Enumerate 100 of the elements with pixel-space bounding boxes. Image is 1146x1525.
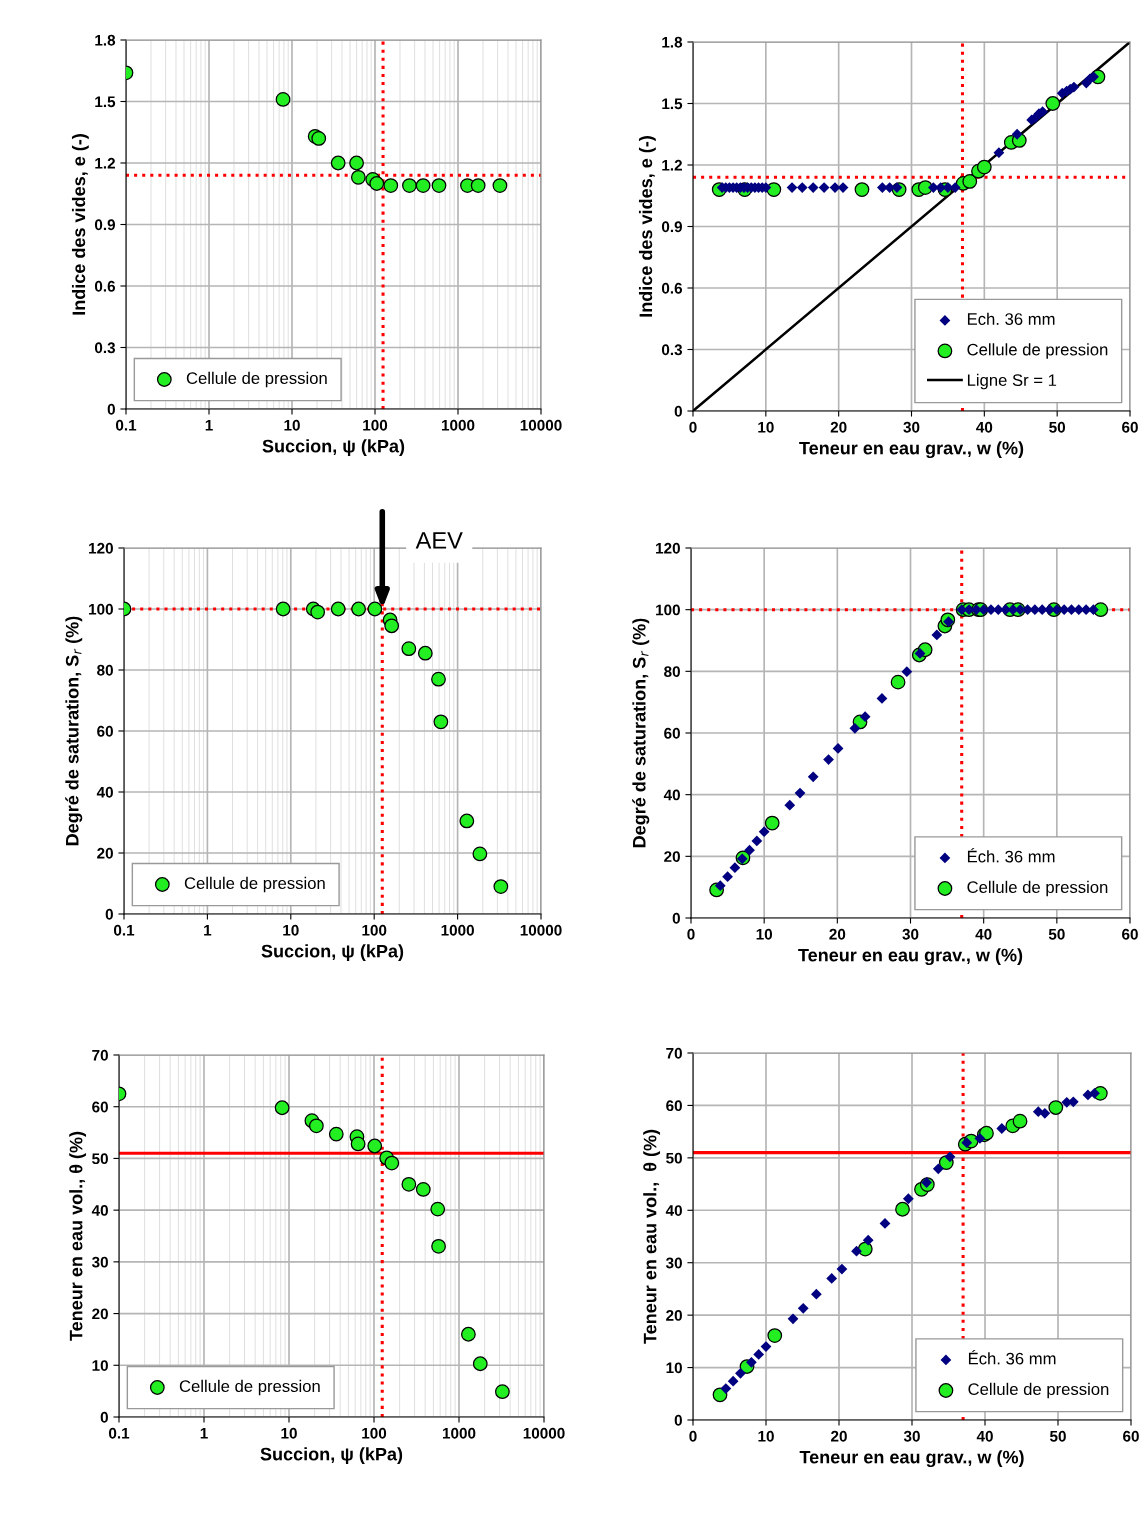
- x-tick-label: 50: [1048, 928, 1065, 940]
- y-tick-label: 0: [105, 908, 113, 920]
- x-axis-title: Teneur en eau grav., w (%): [799, 1450, 1024, 1468]
- x-tick-label: 10: [758, 1430, 774, 1442]
- x-tick-label: 0: [687, 928, 695, 940]
- x-tick-label: 20: [830, 421, 847, 433]
- x-axis-title: Succion, ψ (kPa): [260, 1447, 403, 1465]
- y-tick-label: 1.8: [662, 36, 683, 48]
- x-tick-label: 100: [363, 419, 388, 431]
- y-tick-label: 20: [97, 847, 113, 859]
- y-axis-title: Indice des vides, e (-): [71, 134, 89, 315]
- x-tick-label: 1: [205, 419, 213, 431]
- legend-label: Éch. 36 mm: [967, 847, 1055, 863]
- y-tick-label: 40: [91, 1205, 108, 1216]
- legend-label: Cellule de pression: [186, 371, 327, 388]
- y-tick-label: 0.3: [661, 344, 683, 356]
- y-tick-label: 0: [674, 405, 682, 417]
- y-tick-label: 40: [665, 1205, 682, 1216]
- legend-label: Cellule de pression: [179, 1379, 320, 1396]
- y-tick-label: 20: [666, 1310, 682, 1321]
- x-tick-label: 0: [689, 421, 697, 433]
- x-tick-label: 60: [1123, 1430, 1139, 1442]
- y-tick-label: 60: [664, 727, 680, 739]
- y-axis-title: Degré de saturation, S$_{r}$ (%): [632, 618, 650, 848]
- y-tick-label: 80: [97, 664, 113, 676]
- x-tick-label: 40: [975, 928, 992, 940]
- y-tick-label: 50: [92, 1153, 108, 1165]
- y-tick-label: 30: [665, 1257, 682, 1269]
- x-tick-label: 50: [1049, 1430, 1066, 1442]
- y-tick-label: 30: [91, 1256, 108, 1268]
- y-tick-label: 1.2: [662, 159, 682, 171]
- y-tick-label: 70: [666, 1047, 682, 1059]
- y-axis-title: Degré de saturation, S$_{r}$ (%): [65, 616, 83, 846]
- y-tick-label: 40: [96, 786, 113, 798]
- x-tick-label: 100: [362, 924, 387, 936]
- x-tick-label: 0.1: [115, 419, 137, 431]
- x-tick-label: 1: [204, 924, 212, 936]
- x-tick-label: 100: [362, 1427, 387, 1439]
- y-tick-label: 60: [666, 1100, 682, 1112]
- y-tick-label: 0: [674, 1414, 682, 1426]
- x-tick-label: 10: [758, 421, 774, 433]
- y-tick-label: 0.6: [94, 280, 116, 292]
- x-tick-label: 40: [976, 1430, 993, 1442]
- y-tick-label: 60: [97, 725, 113, 737]
- legend-label: Cellule de pression: [967, 343, 1108, 359]
- y-tick-label: 60: [92, 1101, 108, 1113]
- x-tick-label: 30: [902, 928, 919, 940]
- y-tick-label: 120: [656, 542, 680, 554]
- y-tick-label: 10: [92, 1360, 108, 1371]
- y-axis-title: Teneur en eau vol., θ (%): [643, 1129, 661, 1344]
- y-tick-label: 0.9: [94, 219, 116, 231]
- y-tick-label: 100: [656, 604, 680, 616]
- x-tick-label: 10: [756, 928, 773, 940]
- x-tick-label: 20: [829, 928, 846, 940]
- y-tick-label: 120: [89, 542, 113, 554]
- y-tick-label: 1.5: [662, 98, 683, 110]
- x-tick-label: 10: [281, 1427, 297, 1439]
- x-tick-label: 1: [200, 1427, 208, 1439]
- y-tick-label: 80: [664, 666, 680, 678]
- x-tick-label: 1000: [441, 419, 475, 431]
- y-tick-label: 0.6: [661, 282, 683, 294]
- y-tick-label: 10: [666, 1362, 682, 1374]
- legend-label: Ligne Sr = 1: [967, 373, 1057, 390]
- x-tick-label: 30: [903, 421, 920, 433]
- x-tick-label: 1000: [441, 924, 474, 936]
- legend-label: Cellule de pression: [967, 880, 1108, 897]
- legend-label: Cellule de pression: [968, 1382, 1109, 1399]
- x-tick-label: 50: [1049, 421, 1066, 433]
- x-tick-label: 1000: [442, 1427, 476, 1439]
- x-tick-label: 0: [689, 1430, 697, 1442]
- x-axis-title: Teneur en eau grav., w (%): [798, 948, 1023, 966]
- y-tick-label: 0: [107, 403, 115, 415]
- y-axis-title: Indice des vides, e (-): [638, 136, 656, 317]
- x-tick-label: 20: [831, 1430, 847, 1442]
- y-tick-label: 0.3: [94, 342, 116, 354]
- x-tick-label: 0.1: [113, 924, 135, 936]
- x-tick-label: 10: [283, 924, 299, 936]
- legend-label: Ech. 36 mm: [967, 312, 1055, 325]
- y-tick-label: 20: [92, 1308, 108, 1320]
- x-tick-label: 10000: [520, 924, 562, 936]
- y-tick-label: 0: [100, 1411, 108, 1423]
- y-tick-label: 100: [89, 603, 113, 615]
- x-tick-label: 60: [1122, 928, 1138, 940]
- y-tick-label: 40: [663, 789, 680, 801]
- y-tick-label: 50: [666, 1152, 682, 1164]
- legend-label: Cellule de pression: [184, 876, 325, 893]
- x-tick-label: 10000: [523, 1427, 565, 1439]
- x-axis-title: Succion, ψ (kPa): [261, 944, 404, 962]
- y-tick-label: 20: [664, 851, 680, 863]
- x-tick-label: 0.1: [108, 1427, 130, 1439]
- x-axis-title: Teneur en eau grav., w (%): [799, 441, 1024, 459]
- x-tick-label: 30: [903, 1430, 920, 1442]
- y-tick-label: 1.2: [95, 157, 115, 169]
- x-tick-label: 10000: [520, 419, 562, 431]
- y-tick-label: 70: [92, 1049, 108, 1061]
- y-axis-title: Teneur en eau vol., θ (%): [69, 1131, 87, 1341]
- annotation: AEV: [415, 532, 463, 549]
- x-axis-title: Succion, ψ (kPa): [262, 439, 405, 457]
- y-tick-label: 1.8: [95, 34, 116, 46]
- y-tick-label: 0: [672, 912, 680, 924]
